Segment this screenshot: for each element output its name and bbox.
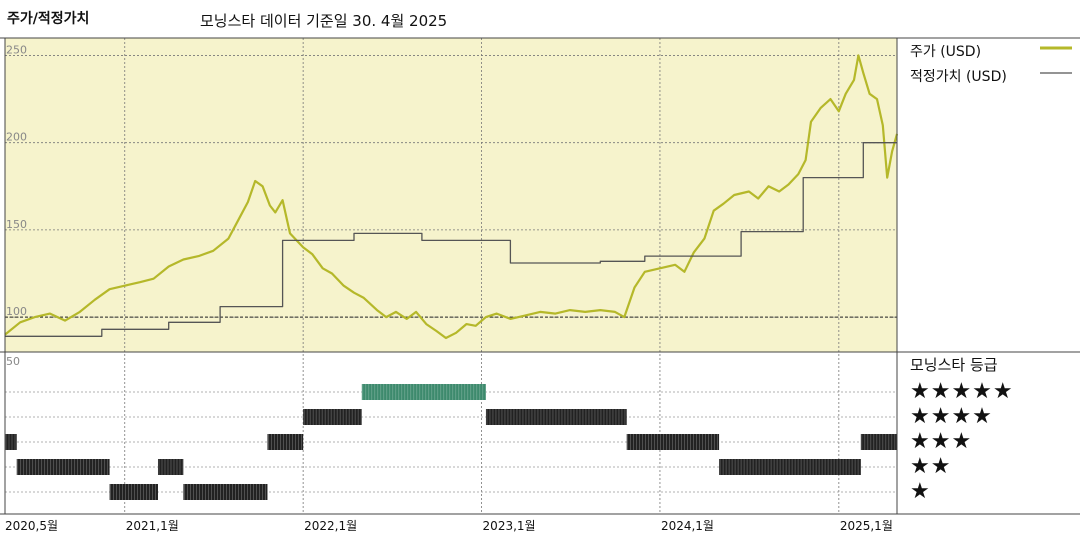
x-tick-label: 2025,1월 [840, 519, 893, 533]
y-tick-label: 200 [6, 131, 27, 144]
rating-bar-5-stars [361, 384, 486, 400]
rating-bar-3-stars [860, 434, 897, 450]
x-tick-label: 2024,1월 [661, 519, 714, 533]
rating-bar-3-stars [5, 434, 17, 450]
legend-label-price: 주가 (USD) [910, 44, 982, 60]
rating-2-stars: ★★ [910, 454, 952, 479]
rating-bar-4-stars [485, 409, 627, 425]
y-tick-label: 100 [6, 305, 27, 318]
rating-bar-2-stars [157, 459, 184, 475]
price-line [4, 54, 899, 340]
rating-panel-title: 모닝스타 등급 [910, 356, 998, 374]
rating-1-star: ★ [910, 479, 931, 504]
x-tick-label: 2023,1월 [483, 519, 536, 533]
rating-bar-4-stars [303, 409, 362, 425]
legend-label-fair-value: 적정가치 (USD) [910, 69, 1007, 85]
y-tick-label: 250 [6, 43, 27, 56]
rating-bar-1-stars [109, 484, 158, 500]
x-tick-label: 2021,1월 [126, 519, 179, 533]
rating-bar-3-stars [626, 434, 720, 450]
x-tick-label: 2022,1월 [304, 519, 357, 533]
chart-subtitle: 모닝스타 데이터 기준일 30. 4월 2025 [200, 12, 448, 30]
rating-bar-2-stars [719, 459, 861, 475]
chart-title: 주가/적정가치 [7, 11, 90, 27]
price-panel-background [5, 38, 897, 352]
y-tick-label: 150 [6, 218, 27, 231]
rating-5-stars: ★★★★★ [910, 379, 1014, 404]
rating-3-stars: ★★★ [910, 429, 973, 454]
rating-bar-3-stars [267, 434, 304, 450]
rating-bar-2-stars [16, 459, 110, 475]
rating-bar-1-stars [183, 484, 268, 500]
x-tick-label: 2020,5월 [5, 519, 58, 533]
rating-axis-label: 50 [6, 355, 20, 368]
rating-4-stars: ★★★★ [910, 404, 993, 429]
fair-value-line [5, 142, 897, 337]
